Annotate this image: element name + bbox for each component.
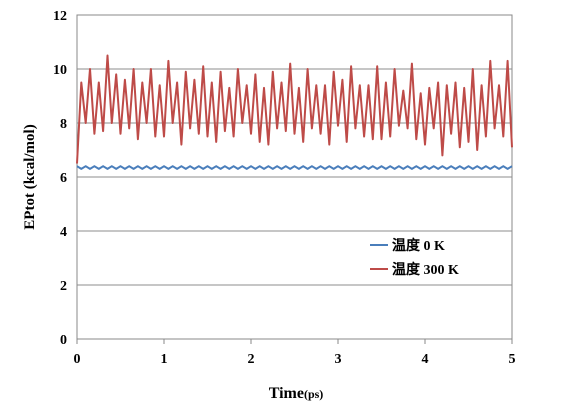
- y-tick-label: 6: [60, 171, 67, 186]
- x-axis-label-unit: (ps): [304, 387, 323, 401]
- gridlines: [77, 68, 512, 286]
- y-tick-label: 2: [60, 279, 67, 294]
- y-tick-label: 8: [60, 117, 67, 132]
- y-tick-labels: 0 2 4 6 8 10 12: [53, 9, 67, 348]
- x-axis-label: Time(ps): [269, 385, 324, 402]
- legend-label: 温度 300 K: [392, 261, 459, 278]
- series-line-temp-0k: [76, 165, 513, 170]
- series-layer: [76, 54, 513, 170]
- x-tick-label: 5: [509, 352, 516, 367]
- x-tick-label: 4: [422, 352, 429, 367]
- legend: 温度 0 K 温度 300 K: [370, 237, 459, 278]
- x-tick-label: 3: [335, 352, 342, 367]
- x-tick-label: 0: [74, 352, 81, 367]
- y-tick-label: 0: [60, 333, 67, 348]
- y-tick-label: 12: [53, 9, 67, 24]
- y-tick-label: 10: [53, 63, 67, 78]
- legend-label: 温度 0 K: [392, 237, 445, 254]
- x-axis-label-text: Time: [269, 385, 304, 402]
- y-tick-label: 4: [60, 225, 67, 240]
- series-line-temp-300k: [76, 54, 513, 164]
- x-tick-label: 1: [161, 352, 168, 367]
- x-tick-label: 2: [248, 352, 255, 367]
- x-tick-labels: 0 1 2 3 4 5: [74, 339, 516, 367]
- y-axis-label: EPtot (kcal/mol): [22, 124, 38, 229]
